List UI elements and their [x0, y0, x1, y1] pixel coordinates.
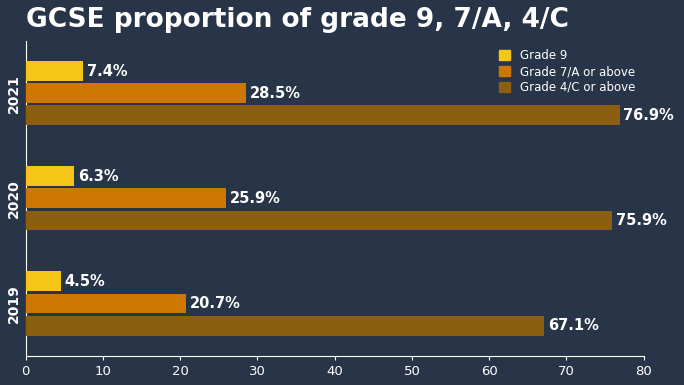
Bar	[26, 105, 620, 126]
Text: 76.9%: 76.9%	[623, 108, 674, 123]
Text: 20.7%: 20.7%	[189, 296, 240, 311]
Bar	[26, 188, 226, 208]
Bar	[26, 211, 612, 231]
Legend: Grade 9, Grade 7/A or above, Grade 4/C or above: Grade 9, Grade 7/A or above, Grade 4/C o…	[497, 47, 637, 96]
Text: 67.1%: 67.1%	[548, 318, 598, 333]
Bar	[26, 84, 246, 103]
Text: 4.5%: 4.5%	[64, 274, 105, 289]
Bar	[26, 316, 544, 336]
Bar	[26, 166, 75, 186]
Text: GCSE proportion of grade 9, 7/A, 4/C: GCSE proportion of grade 9, 7/A, 4/C	[26, 7, 568, 33]
Text: 25.9%: 25.9%	[230, 191, 280, 206]
Bar	[26, 271, 61, 291]
Text: 6.3%: 6.3%	[78, 169, 119, 184]
Text: 7.4%: 7.4%	[87, 64, 127, 79]
Bar	[26, 293, 185, 313]
Text: 75.9%: 75.9%	[616, 213, 667, 228]
Text: 28.5%: 28.5%	[250, 86, 301, 101]
Bar	[26, 61, 83, 81]
